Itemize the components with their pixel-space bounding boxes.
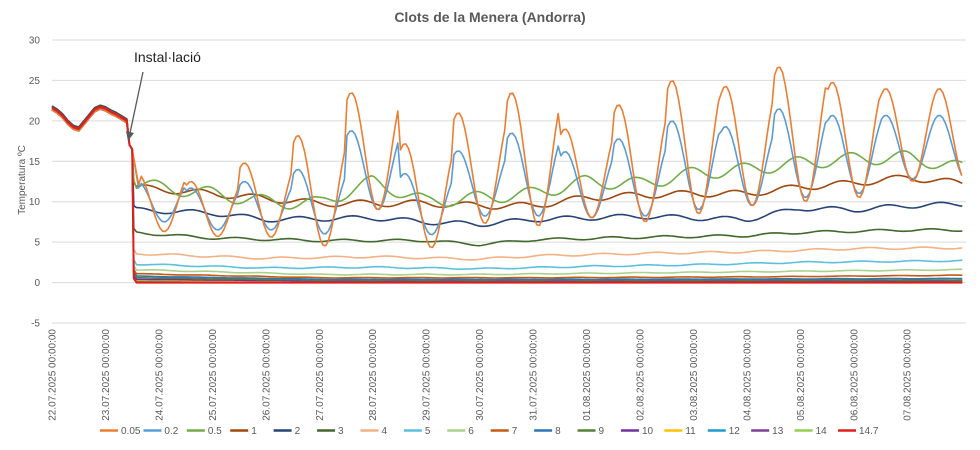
legend-item: 0.2 (143, 426, 179, 437)
legend-label: 12 (729, 426, 741, 437)
x-tick-label: 22.07.2025 00:00:00 (48, 329, 59, 421)
legend-item: 12 (707, 426, 741, 437)
legend-label: 0.2 (164, 426, 178, 437)
legend-item: 10 (620, 426, 654, 437)
legend-label: 0.5 (208, 426, 222, 437)
series-line-8 (51, 108, 963, 281)
x-tick-label: 03.08.2025 00:00:00 (689, 329, 700, 421)
x-tick-label: 07.08.2025 00:00:00 (903, 329, 914, 421)
installation-annotation: Instal·lació (134, 49, 201, 65)
series-line-7 (51, 104, 963, 279)
annotation-arrow-shaft (129, 71, 144, 134)
x-tick-label: 29.07.2025 00:00:00 (422, 329, 433, 421)
legend-label: 6 (468, 426, 474, 437)
x-axis-ticks: 22.07.2025 00:00:00 23.07.2025 00:00:00 24… (48, 329, 914, 421)
x-tick-label: 30.07.2025 00:00:00 (475, 329, 486, 421)
legend-item: 13 (751, 426, 784, 437)
legend-item: 4 (360, 426, 387, 437)
legend-label: 2 (295, 426, 301, 437)
legend-label: 7 (512, 426, 518, 437)
legend-label: 10 (642, 426, 654, 437)
y-tick-label: 0 (34, 278, 40, 289)
legend-label: 14 (816, 426, 828, 437)
legend-item: 14.7 (838, 426, 879, 437)
series-line-14.7 (51, 106, 963, 284)
y-tick-label: 5 (34, 238, 40, 249)
legend-item: 11 (664, 426, 696, 437)
legend-item: 0.5 (186, 426, 222, 437)
legend-item: 8 (534, 426, 561, 437)
x-tick-label: 27.07.2025 00:00:00 (315, 329, 326, 421)
x-tick-label: 23.07.2025 00:00:00 (101, 329, 112, 421)
series-line-0.2 (51, 107, 963, 236)
chart-title: Clots de la Menera (Andorra) (394, 9, 585, 25)
series-line-3 (51, 108, 963, 247)
legend-item: 3 (317, 426, 344, 437)
x-tick-label: 31.07.2025 00:00:00 (529, 329, 540, 421)
legend-label: 13 (772, 426, 784, 437)
legend-label: 1 (251, 426, 257, 437)
x-tick-label: 24.07.2025 00:00:00 (154, 329, 165, 421)
annotation-arrow-head (126, 131, 134, 141)
series-layer (51, 66, 963, 284)
y-tick-label: 15 (29, 157, 41, 168)
y-tick-label: 10 (29, 197, 41, 208)
series-line-5 (51, 106, 963, 270)
series-line-2 (51, 104, 963, 228)
legend-label: 5 (425, 426, 431, 437)
legend-item: 9 (577, 426, 605, 437)
series-line-0.05 (51, 66, 963, 249)
legend-label: 8 (555, 426, 561, 437)
series-line-6 (51, 105, 963, 276)
legend-item: 1 (230, 426, 257, 437)
series-line-9 (51, 107, 963, 282)
y-tick-label: 30 (29, 36, 41, 47)
legend-label: 9 (599, 426, 605, 437)
legend-item: 2 (273, 426, 301, 437)
legend-label: 14.7 (859, 426, 879, 437)
x-tick-label: 26.07.2025 00:00:00 (261, 329, 272, 421)
series-line-4 (51, 107, 963, 261)
legend-item: 7 (490, 426, 518, 437)
y-axis-ticks: -5 0 5 10 15 20 25 30 (29, 36, 41, 330)
legend-item: 14 (794, 426, 828, 437)
y-axis-label: Temperatura ºC (17, 145, 28, 215)
x-tick-label: 02.08.2025 00:00:00 (635, 329, 646, 421)
y-tick-label: 20 (29, 116, 41, 127)
x-tick-label: 28.07.2025 00:00:00 (368, 329, 379, 421)
annotation: Instal·lació (126, 49, 201, 141)
legend-label: 11 (685, 426, 696, 437)
y-tick-label: -5 (31, 319, 40, 330)
legend-item: 0.05 (100, 426, 141, 437)
x-tick-label: 05.08.2025 00:00:00 (796, 329, 807, 421)
legend: 0.05 0.2 0.5 1 2 3 4 5 6 7 8 9 10 11 12 13 14 14.7 (100, 426, 879, 437)
x-tick-label: 06.08.2025 00:00:00 (849, 329, 860, 421)
legend-item: 6 (447, 426, 474, 437)
x-tick-label: 25.07.2025 00:00:00 (208, 329, 219, 421)
legend-label: 4 (381, 426, 387, 437)
legend-label: 3 (338, 426, 344, 437)
legend-label: 0.05 (121, 426, 141, 437)
y-tick-label: 25 (29, 76, 41, 87)
x-tick-label: 01.08.2025 00:00:00 (582, 329, 593, 421)
x-tick-label: 04.08.2025 00:00:00 (742, 329, 753, 421)
legend-item: 5 (403, 426, 431, 437)
